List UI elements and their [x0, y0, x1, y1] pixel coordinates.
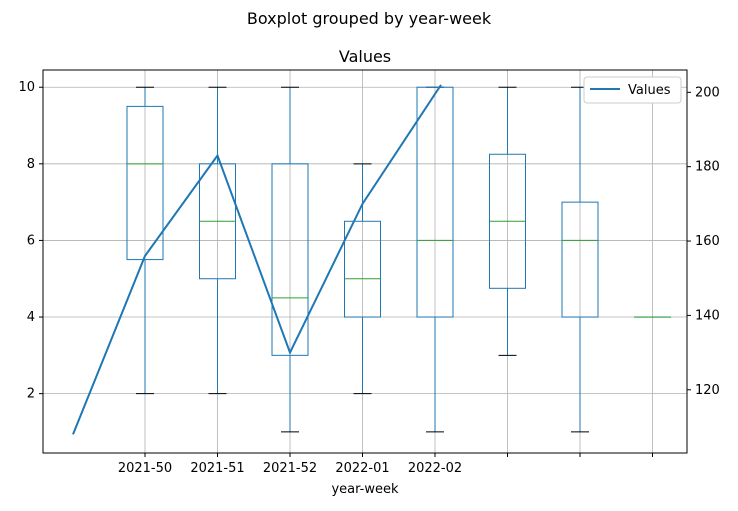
box-3 [344, 163, 381, 395]
y2-tick-label: 140 [695, 308, 720, 323]
chart-title: Values [339, 47, 391, 66]
box-1 [199, 86, 236, 395]
legend-entry-values: Values [628, 83, 671, 98]
y-tick-label: 4 [27, 310, 35, 325]
box-iqr [271, 163, 309, 356]
x-tick-label: 2021-50 [118, 461, 172, 476]
box-iqr [416, 86, 454, 318]
x-axis-label: year-week [331, 482, 398, 497]
x-tick-label: 2022-01 [335, 461, 389, 476]
plot-frame [42, 69, 688, 454]
line-series-layer [72, 84, 442, 435]
y-tick-label: 10 [18, 80, 35, 95]
suptitle: Boxplot grouped by year-week [247, 9, 492, 28]
x-tick-label: 2021-52 [263, 461, 317, 476]
axes-layer: 2 4 6 8 10 120 140 160 180 200 2021-50 2021-51 2021-… [18, 69, 720, 476]
x-tick-label: 2022-02 [408, 461, 462, 476]
box-0 [126, 86, 164, 395]
legend: Values [583, 76, 682, 104]
box-iqr [344, 220, 381, 318]
x-tick-label: 2021-51 [190, 461, 244, 476]
legend-frame [583, 76, 682, 104]
box-iqr [561, 201, 599, 318]
box-4 [416, 86, 454, 433]
box-6 [561, 86, 599, 433]
box-5 [489, 86, 526, 356]
y-tick-label: 6 [27, 233, 35, 248]
y-tick-label: 8 [27, 157, 35, 172]
box-iqr [126, 105, 164, 261]
y2-tick-label: 120 [695, 383, 720, 398]
y-tick-label: 2 [27, 387, 35, 402]
box-2 [271, 86, 309, 433]
y2-tick-label: 160 [695, 234, 720, 249]
line-series-values [72, 84, 442, 435]
y2-tick-label: 200 [695, 85, 720, 100]
y2-tick-label: 180 [695, 160, 720, 175]
box-layer [126, 86, 671, 433]
grid-lines [43, 70, 687, 453]
